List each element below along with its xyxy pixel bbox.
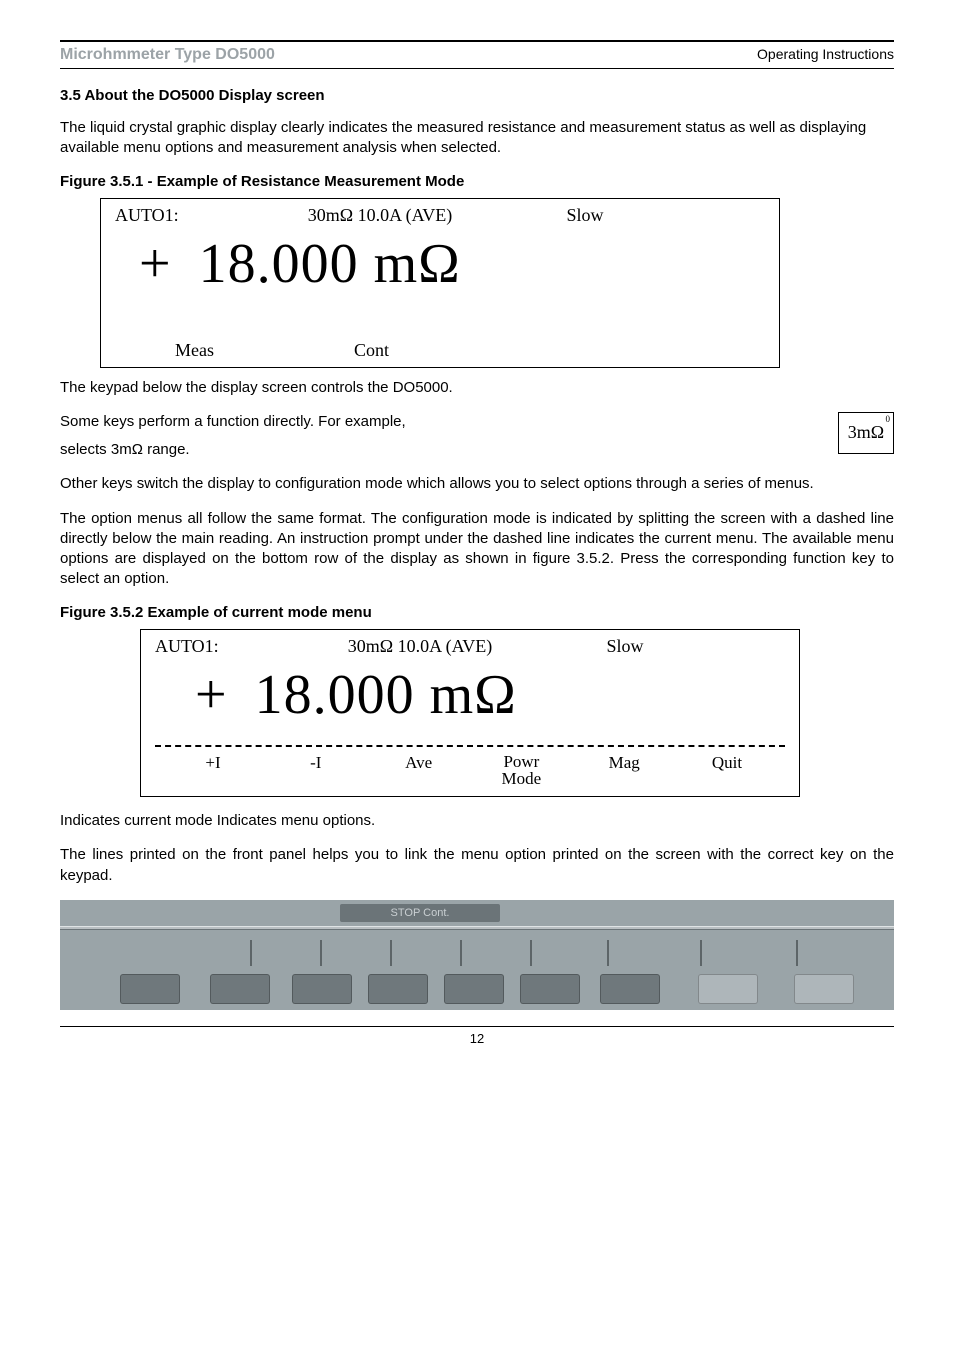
- paragraph-front-panel: The lines printed on the front panel hel…: [60, 845, 894, 886]
- panel-tick: [250, 940, 252, 966]
- lcd-softkey-meas: Meas: [175, 340, 214, 361]
- panel-key: [698, 974, 758, 1004]
- lcd-auto-label: AUTO1:: [115, 205, 275, 226]
- lcd-display-figure-1: AUTO1: 30mΩ 10.0A (AVE) Slow + 18.000 mΩ…: [100, 198, 780, 368]
- lcd2-menu-row: +I -I Ave PowrMode Mag Quit: [155, 753, 785, 791]
- lcd-status-row: AUTO1: 30mΩ 10.0A (AVE) Slow: [115, 205, 765, 226]
- panel-key: [600, 974, 660, 1004]
- lcd2-sign: +: [195, 667, 227, 723]
- lcd-softkey-cont: Cont: [354, 340, 389, 361]
- panel-key: [210, 974, 270, 1004]
- lcd2-reading: + 18.000 mΩ: [155, 657, 785, 737]
- paragraph-selects-range: selects 3mΩ range.: [60, 440, 894, 460]
- range-key-button[interactable]: 0 3mΩ: [838, 412, 894, 454]
- lcd-speed-label: Slow: [485, 205, 685, 226]
- figure-2-caption: Figure 3.5.2 Example of current mode men…: [60, 604, 894, 621]
- paragraph-some-keys: Some keys perform a function directly. F…: [60, 412, 894, 432]
- key-corner-index: 0: [886, 414, 891, 424]
- lcd2-menu-item: Ave: [389, 753, 449, 789]
- paragraph-keypad: The keypad below the display screen cont…: [60, 378, 894, 398]
- panel-key: [444, 974, 504, 1004]
- panel-tick: [530, 940, 532, 966]
- lcd-range-label: 30mΩ 10.0A (AVE): [275, 205, 485, 226]
- panel-tick: [320, 940, 322, 966]
- section-title: 3.5 About the DO5000 Display screen: [60, 87, 894, 104]
- key-label: 3mΩ: [848, 422, 884, 443]
- lcd2-menu-item: Quit: [697, 753, 757, 789]
- lcd2-value: 18.000 mΩ: [255, 663, 517, 727]
- paragraph-menu-format: The option menus all follow the same for…: [60, 509, 894, 590]
- lcd-reading: + 18.000 mΩ: [115, 226, 765, 306]
- panel-key: [292, 974, 352, 1004]
- front-panel-photo: STOP Cont.: [60, 900, 894, 1010]
- lcd2-speed-label: Slow: [525, 636, 725, 657]
- panel-top-strip: STOP Cont.: [340, 904, 500, 922]
- panel-tick: [796, 940, 798, 966]
- lcd2-divider: [155, 745, 785, 747]
- panel-tick: [700, 940, 702, 966]
- lcd2-menu-item: -I: [286, 753, 346, 789]
- panel-key: [794, 974, 854, 1004]
- paragraph-indicates: Indicates current mode Indicates menu op…: [60, 811, 894, 831]
- lcd2-status-row: AUTO1: 30mΩ 10.0A (AVE) Slow: [155, 636, 785, 657]
- panel-key: [368, 974, 428, 1004]
- panel-key: [520, 974, 580, 1004]
- panel-key: [120, 974, 180, 1004]
- panel-tick: [390, 940, 392, 966]
- lcd-softkey-row: Meas Cont: [115, 340, 765, 361]
- figure-1-caption: Figure 3.5.1 - Example of Resistance Mea…: [60, 173, 894, 190]
- lcd2-menu-item: PowrMode: [491, 753, 551, 789]
- lcd2-range-label: 30mΩ 10.0A (AVE): [315, 636, 525, 657]
- lcd2-menu-item: Mag: [594, 753, 654, 789]
- lcd2-auto-label: AUTO1:: [155, 636, 315, 657]
- panel-tick: [460, 940, 462, 966]
- page-number: 12: [60, 1026, 894, 1046]
- panel-tick: [607, 940, 609, 966]
- paragraph-other-keys: Other keys switch the display to configu…: [60, 474, 894, 494]
- lcd2-menu-item: +I: [183, 753, 243, 789]
- lcd-sign: +: [139, 236, 171, 292]
- lcd-display-figure-2: AUTO1: 30mΩ 10.0A (AVE) Slow + 18.000 mΩ…: [140, 629, 800, 798]
- page-header: Microhmmeter Type DO5000 Operating Instr…: [60, 46, 894, 69]
- intro-paragraph: The liquid crystal graphic display clear…: [60, 118, 894, 159]
- header-product: Microhmmeter Type DO5000: [60, 46, 275, 64]
- header-section: Operating Instructions: [757, 46, 894, 62]
- lcd-value: 18.000 mΩ: [199, 232, 461, 296]
